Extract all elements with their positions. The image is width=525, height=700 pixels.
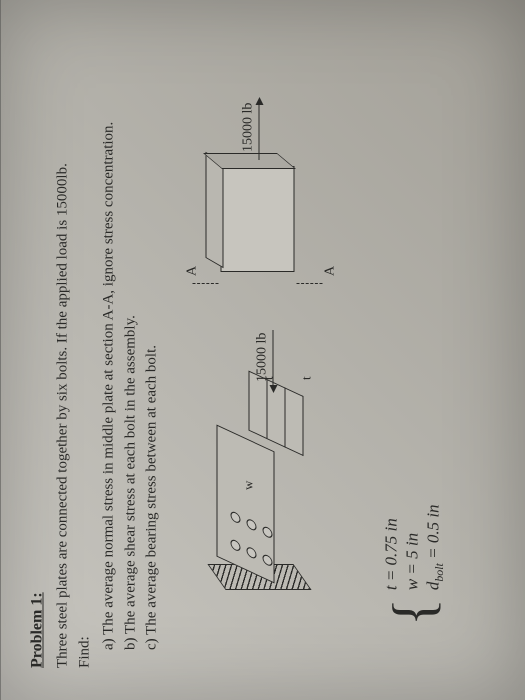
dim-w: w (240, 481, 256, 490)
given-block: { t = 0.75 in w = 5 in dbolt = 0.5 in (380, 32, 447, 668)
section-top-face (205, 152, 223, 268)
given-t: t = 0.75 in (380, 504, 401, 590)
parts-list: a) The average normal stress in middle p… (99, 32, 162, 668)
page: Problem 1: Three steel plates are connec… (0, 0, 525, 700)
section-line-top (192, 283, 218, 284)
part-c: c) The average bearing stress between at… (142, 32, 162, 650)
section-label-top: A (184, 266, 200, 276)
problem-intro: Three steel plates are connected togethe… (52, 32, 72, 668)
find-label: Find: (76, 32, 93, 668)
part-a: a) The average normal stress in middle p… (99, 32, 119, 650)
load-arrow-right (258, 100, 259, 160)
problem-heading: Problem 1: (28, 32, 46, 668)
assembly-block: w t t (206, 390, 316, 590)
given-d: dbolt = 0.5 in (422, 504, 446, 590)
section-line-bot (296, 283, 322, 284)
section-block (220, 166, 294, 272)
given-lines: t = 0.75 in w = 5 in dbolt = 0.5 in (380, 504, 447, 590)
load-arrow-left (272, 330, 273, 390)
dim-t-bot: t (298, 376, 314, 380)
brace-icon: { (386, 598, 440, 626)
figure: w t t 15000 lb A A 15000 lb (176, 70, 376, 630)
given-w: w = 5 in (401, 504, 422, 590)
part-b: b) The average shear stress at each bolt… (121, 32, 141, 650)
load-label-left: 15000 lb (254, 333, 270, 382)
section-label-bot: A (322, 266, 338, 276)
load-label-right: 15000 lb (240, 103, 256, 152)
